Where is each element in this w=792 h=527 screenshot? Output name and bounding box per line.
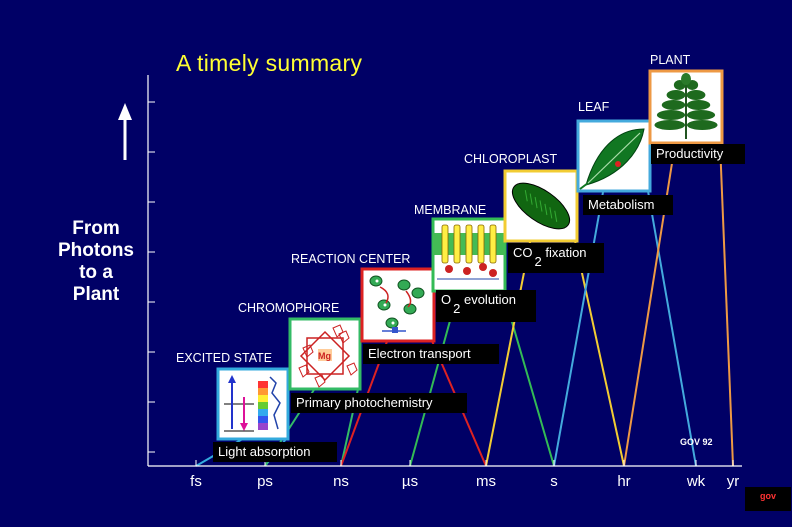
credit-text: GOV 92 <box>680 437 713 447</box>
x-tick-label: s <box>550 473 558 490</box>
x-tick-label: ns <box>333 473 349 490</box>
level-name: CHLOROPLAST <box>464 152 557 166</box>
x-tick-label: µs <box>402 473 418 490</box>
process-label-text: Electron transport <box>368 346 471 361</box>
level-names: EXCITED STATE CHROMOPHORE REACTION CENTER M… <box>176 53 691 365</box>
x-axis-tick-labels: fs ps ns µs ms s hr wk yr <box>190 473 739 490</box>
process-label: Light absorption <box>213 442 337 462</box>
level-name: MEMBRANE <box>414 203 486 217</box>
time-span-end-line <box>574 240 625 467</box>
level-name: LEAF <box>578 100 610 114</box>
process-label-text: O2 evolution <box>441 292 516 316</box>
corner-badge: gov <box>745 487 791 511</box>
chlorophyll-molecule-picture: Mg <box>288 317 362 391</box>
process-labels: Light absorption Primary photochemistry El… <box>213 144 745 462</box>
side-label-line: to a <box>79 262 113 283</box>
side-label-line: From <box>72 218 120 239</box>
level-pictures: Mg <box>216 69 724 441</box>
excited-state-spectrum-picture <box>216 367 290 441</box>
process-label: Metabolism <box>583 195 673 215</box>
thylakoid-membrane-picture <box>431 217 507 293</box>
time-span-start-line <box>485 240 532 467</box>
time-span-start-line <box>553 190 605 467</box>
reaction-center-picture <box>360 267 436 343</box>
process-label-text: Primary photochemistry <box>296 395 433 410</box>
process-label-text: CO2 fixation <box>513 245 587 269</box>
side-label-line: Plant <box>72 284 120 305</box>
level-name: PLANT <box>650 53 691 67</box>
x-tick-label: fs <box>190 473 202 490</box>
x-tick-label: hr <box>617 473 630 490</box>
process-label: Productivity <box>651 144 745 164</box>
side-label-line: Photons <box>58 240 134 261</box>
diagram-title: A timely summary <box>176 50 363 76</box>
level-name: REACTION CENTER <box>291 252 410 266</box>
process-label: Electron transport <box>363 344 499 364</box>
plant-picture <box>648 69 724 145</box>
x-tick-label: ps <box>257 473 273 490</box>
process-label: O2 evolution <box>436 290 536 322</box>
chloroplast-picture <box>503 169 579 243</box>
axes <box>147 75 742 467</box>
process-label-text: Productivity <box>656 146 724 161</box>
x-tick-label: wk <box>686 473 706 490</box>
time-span-end-line <box>647 190 697 467</box>
process-label: CO2 fixation <box>508 243 604 273</box>
process-label-text: Light absorption <box>218 444 311 459</box>
x-tick-label: ms <box>476 473 496 490</box>
level-name: CHROMOPHORE <box>238 301 339 315</box>
process-label-text: Metabolism <box>588 197 654 212</box>
process-label: Primary photochemistry <box>291 393 467 413</box>
level-name: EXCITED STATE <box>176 351 272 365</box>
up-arrow-icon <box>118 103 132 160</box>
x-tick-label: yr <box>727 473 740 490</box>
svg-text:Mg: Mg <box>318 351 331 361</box>
side-label: From Photons to a Plant <box>48 218 144 306</box>
time-span-end-line <box>719 142 734 467</box>
leaf-picture <box>576 119 652 193</box>
